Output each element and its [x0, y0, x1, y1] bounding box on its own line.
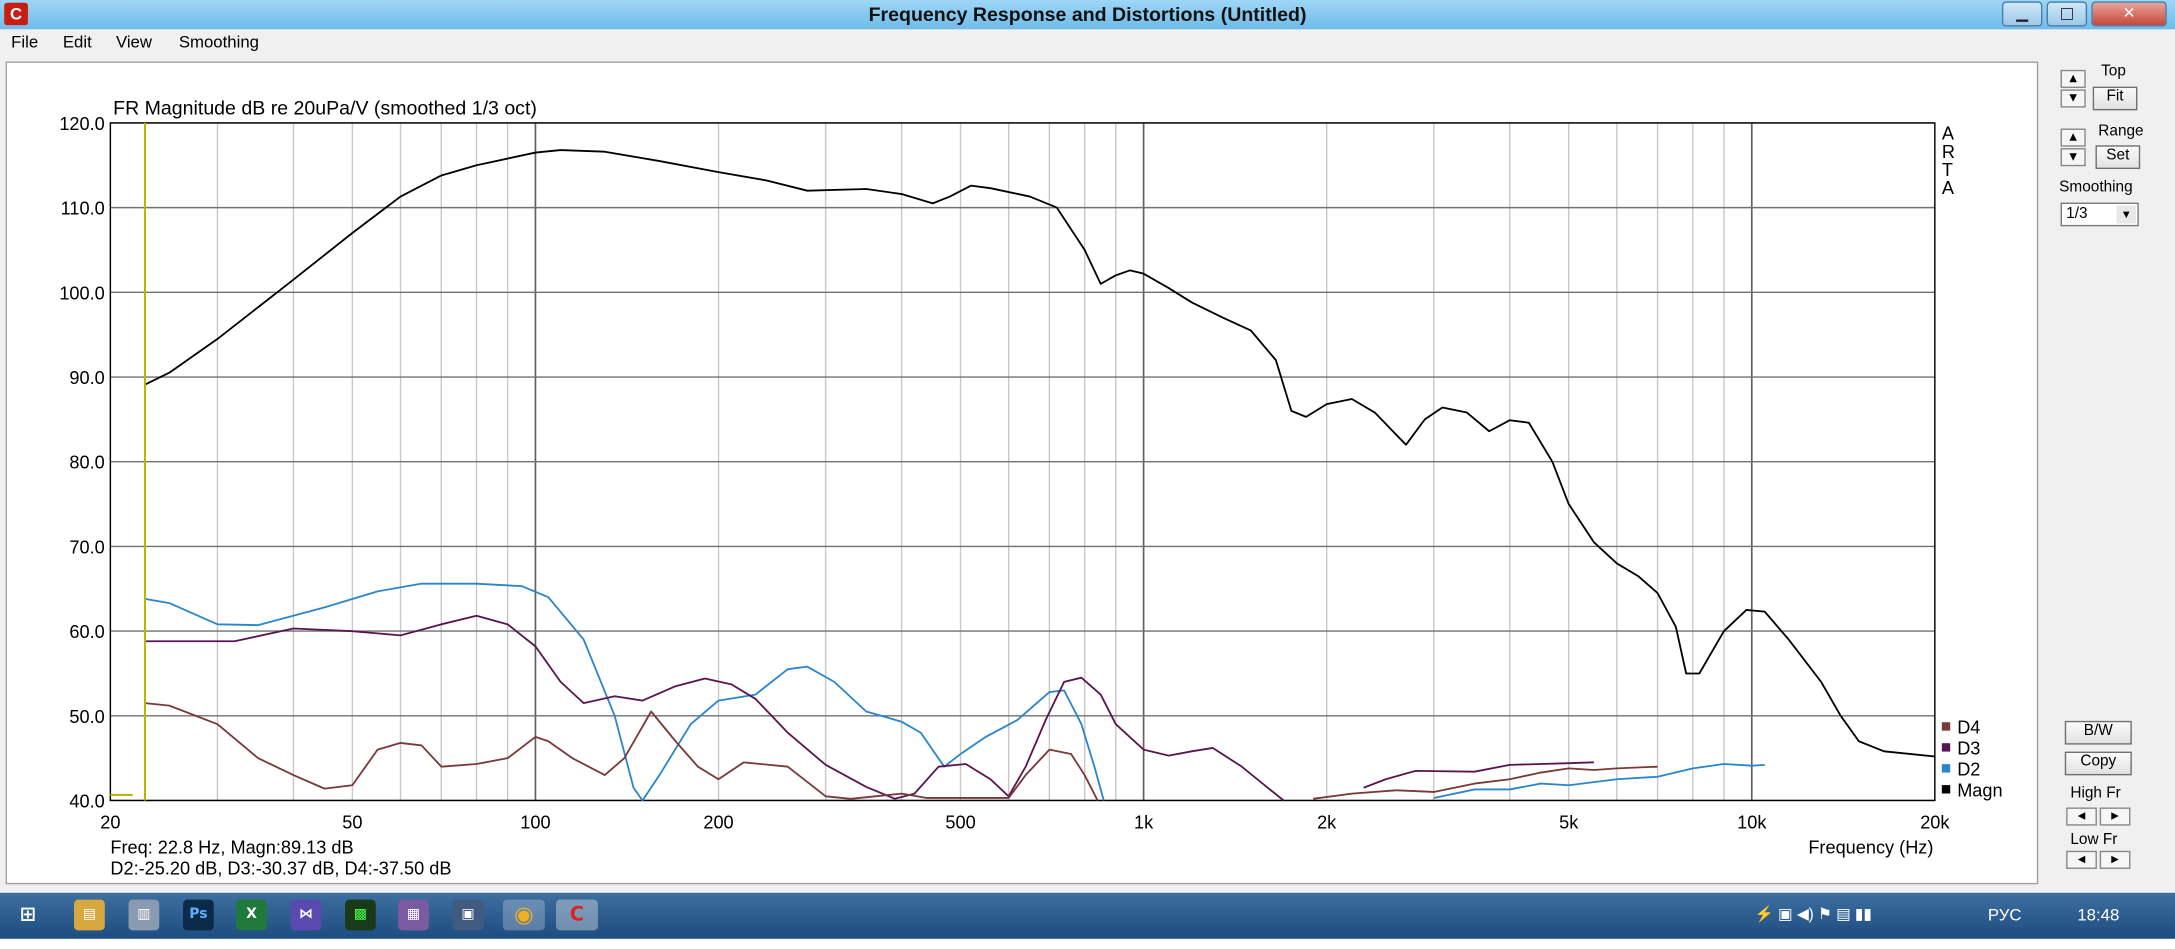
low-fr-label: Low Fr	[2070, 831, 2118, 848]
close-button[interactable]: ✕	[2091, 1, 2167, 27]
top-down-spin[interactable]: ▼	[2060, 89, 2086, 108]
legend-label-d3: D3	[1957, 738, 1980, 758]
taskbar-excel-icon[interactable]: X	[236, 899, 267, 931]
frequency-chart[interactable]: 40.050.060.070.080.090.0100.0110.0120.0 …	[7, 63, 2037, 883]
plot-frame	[109, 122, 1936, 802]
range-label: Range	[2098, 122, 2144, 140]
taskbar-chrome-icon[interactable]: ◉	[502, 899, 545, 931]
legend-label-d4: D4	[1957, 717, 1980, 737]
x-tick-labels: 20 50 100 200 500 1k 2k 5k 10k 20k	[100, 812, 1950, 832]
smoothing-value: 1/3	[2066, 205, 2088, 223]
x-tick-label: 200	[703, 812, 733, 832]
title-bar: C Frequency Response and Distortions (Un…	[0, 0, 2175, 31]
minimize-button[interactable]: ▁	[2001, 1, 2043, 27]
low-fr-left-button[interactable]: ◀	[2066, 850, 2097, 869]
y-tick-label: 40.0	[69, 791, 104, 811]
watermark-a2: A	[1942, 178, 1955, 198]
y-tick-labels: 40.0 50.0 60.0 70.0 80.0 90.0 100.0 110.0 120.0	[59, 114, 104, 812]
y-tick-label: 60.0	[69, 622, 104, 642]
series-d3	[1363, 761, 1594, 789]
taskbar-arta-icon[interactable]: C	[556, 899, 598, 931]
copy-button[interactable]: Copy	[2064, 751, 2132, 776]
set-button[interactable]: Set	[2095, 145, 2141, 170]
watermark-r: R	[1942, 142, 1955, 162]
tray-language[interactable]: РУС	[1987, 905, 2022, 925]
taskbar-explorer-icon[interactable]: ▤	[74, 899, 105, 931]
range-down-spin[interactable]: ▼	[2060, 148, 2086, 167]
range-up-spin[interactable]: ▲	[2060, 128, 2086, 147]
high-fr-left-button[interactable]: ◀	[2066, 807, 2097, 826]
smoothing-select[interactable]: 1/3 ▼	[2060, 202, 2139, 227]
y-tick-label: 50.0	[69, 707, 104, 727]
y-tick-label: 90.0	[69, 368, 104, 388]
watermark-a1: A	[1942, 124, 1955, 144]
x-tick-label: 20k	[1920, 812, 1950, 832]
x-tick-label: 10k	[1737, 812, 1767, 832]
x-axis-label: Frequency (Hz)	[1808, 838, 1933, 858]
legend-label-d2: D2	[1957, 759, 1980, 779]
control-panel: ▲ ▼ Top Fit ▲ ▼ Range Set Smoothing 1/3 …	[2042, 55, 2175, 892]
low-fr-right-button[interactable]: ▶	[2099, 850, 2131, 869]
taskbar-app-icon[interactable]: ⋈	[290, 899, 322, 931]
window-title: Frequency Response and Distortions (Unti…	[868, 2, 1307, 26]
y-tick-label: 110.0	[61, 199, 105, 219]
high-fr-label: High Fr	[2070, 785, 2121, 802]
menu-edit[interactable]: Edit	[62, 32, 92, 52]
tray-clock[interactable]: 18:48	[2077, 905, 2120, 925]
x-tick-label: 100	[520, 812, 550, 832]
legend-swatch-d2	[1941, 764, 1951, 773]
fit-button[interactable]: Fit	[2092, 86, 2138, 111]
menu-view[interactable]: View	[115, 32, 152, 52]
top-up-spin[interactable]: ▲	[2060, 69, 2086, 89]
taskbar-grid-icon[interactable]: ▦	[398, 899, 429, 931]
x-tick-label: 2k	[1317, 812, 1337, 832]
menu-file[interactable]: File	[11, 32, 39, 52]
series-magn	[144, 149, 1935, 758]
taskbar-photoshop-icon[interactable]: Ps	[183, 899, 214, 931]
start-button[interactable]: ⊞	[19, 903, 37, 927]
series-d3	[145, 614, 1285, 802]
series-d2	[144, 582, 1105, 802]
chevron-down-icon[interactable]: ▼	[2116, 205, 2137, 224]
legend: D4 D3 D2 Magn	[1941, 717, 2003, 800]
legend-swatch-d3	[1941, 743, 1951, 752]
app-icon[interactable]: C	[4, 2, 28, 26]
x-tick-label: 50	[342, 812, 362, 832]
x-tick-label: 500	[945, 812, 975, 832]
high-fr-right-button[interactable]: ▶	[2099, 807, 2131, 826]
x-tick-label: 5k	[1559, 812, 1579, 832]
maximize-button[interactable]: □	[2046, 1, 2088, 27]
x-tick-label: 20	[100, 812, 120, 832]
tray-icons[interactable]: ⚡ ▣ ◀) ⚑ ▤ ▮▮	[1754, 906, 1872, 924]
taskbar-tool-icon[interactable]: ▣	[452, 899, 484, 931]
series-d4	[1313, 765, 1658, 800]
readout-line-2: D2:-25.20 dB, D3:-30.37 dB, D4:-37.50 dB	[110, 859, 451, 879]
readout-line-1: Freq: 22.8 Hz, Magn:89.13 dB	[110, 838, 353, 858]
y-tick-label: 100.0	[59, 283, 104, 303]
plot-panel: 40.0 50.0 60.0 70.0 80.0 90.0 100.0 110.0 120.0 …	[5, 61, 2039, 885]
smoothing-label: Smoothing	[2059, 178, 2133, 196]
y-tick-label: 70.0	[69, 537, 104, 557]
arta-watermark: A R T A	[1942, 124, 1955, 198]
series-d4	[144, 702, 1099, 801]
chart-title: FR Magnitude dB re 20uPa/V (smoothed 1/3…	[113, 98, 537, 120]
watermark-t: T	[1942, 160, 1953, 180]
taskbar: ⊞ ▤ ▥ Ps X ⋈ ▩ ▦ ▣ ◉ C ⚡ ▣ ◀) ⚑ ▤ ▮▮ РУС…	[0, 892, 2175, 939]
series-d2	[1433, 763, 1765, 799]
legend-label-magn: Magn	[1957, 780, 2002, 800]
taskbar-scope-icon[interactable]: ▩	[345, 899, 376, 931]
menu-bar: File Edit View Smoothing	[0, 29, 2175, 56]
bw-button[interactable]: B/W	[2064, 720, 2132, 745]
taskbar-printer-icon[interactable]: ▥	[128, 899, 160, 931]
series-lines	[144, 149, 1935, 802]
x-tick-label: 1k	[1134, 812, 1154, 832]
y-tick-label: 120.0	[59, 114, 104, 134]
legend-swatch-magn	[1941, 785, 1951, 794]
menu-smoothing[interactable]: Smoothing	[178, 32, 259, 52]
y-tick-label: 80.0	[69, 453, 104, 473]
top-label: Top	[2101, 62, 2126, 80]
major-gridlines	[110, 122, 1935, 802]
legend-swatch-d4	[1941, 722, 1951, 731]
